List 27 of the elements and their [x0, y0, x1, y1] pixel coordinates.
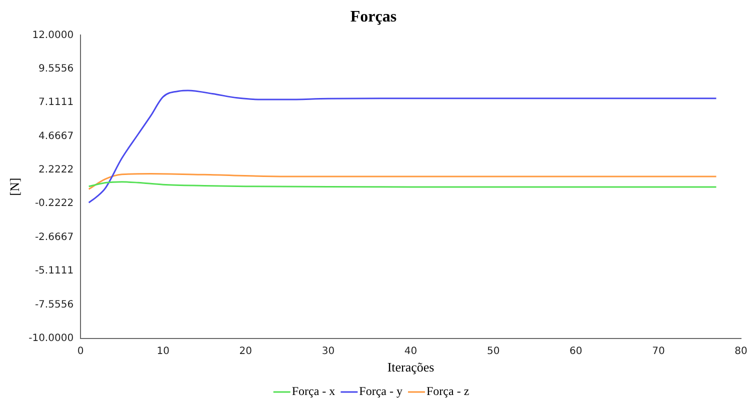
line-series: [88, 90, 717, 204]
x-axis-title: Iterações: [387, 360, 434, 375]
y-tick-label: 2.2222: [38, 164, 74, 176]
y-tick-label: 9.5556: [38, 63, 74, 74]
y-tick-label: 12.0000: [32, 30, 74, 41]
x-tick-label: 80: [734, 346, 748, 357]
x-tick-label: 20: [239, 346, 252, 357]
chart-title: Forças: [350, 8, 397, 26]
x-tick-label: 40: [404, 346, 418, 357]
y-tick-label: 4.6667: [38, 130, 74, 142]
y-tick-label: -0.2222: [34, 198, 74, 210]
x-tick-label: 60: [570, 346, 582, 357]
y-tick-label: -2.6667: [34, 232, 74, 243]
x-tick-label: 50: [486, 346, 500, 357]
legend-label: Força - z: [426, 384, 470, 398]
y-tick-label: 7.1111: [38, 97, 74, 108]
y-tick-label: -10.0000: [28, 332, 74, 344]
y-axis-title: [N]: [7, 178, 22, 196]
x-tick-label: 10: [156, 346, 170, 357]
x-tick-label: 30: [322, 346, 335, 357]
y-tick-label: -7.5556: [34, 299, 74, 310]
line-series: [88, 172, 717, 190]
x-tick-label: 0: [77, 346, 84, 357]
y-tick-label: -5.1111: [34, 266, 74, 277]
legend-label: Força - x: [292, 384, 336, 398]
x-tick-label: 70: [652, 346, 665, 357]
legend-label: Força - y: [359, 384, 403, 398]
